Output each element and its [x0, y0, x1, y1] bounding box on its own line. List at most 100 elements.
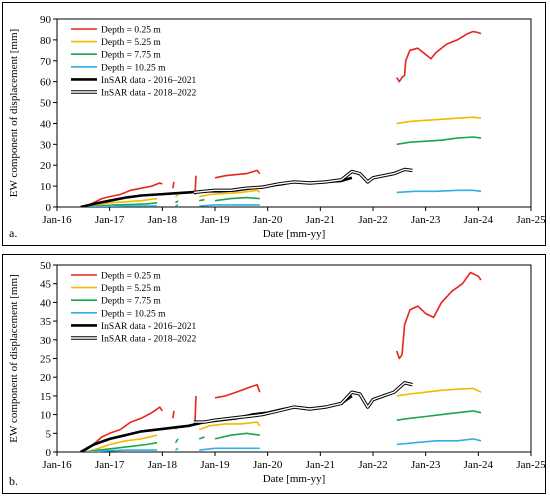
y-tick-label: 15 — [40, 391, 52, 403]
series-group — [80, 30, 482, 207]
x-tick-label: Jan-18 — [148, 214, 178, 226]
y-tick-label: 0 — [46, 447, 52, 459]
series-line-depth-0 — [396, 30, 482, 83]
series-line-depth-2 — [214, 432, 260, 440]
series-line-insar-2018-2022 — [193, 167, 413, 195]
x-tick-label: Jan-16 — [42, 214, 72, 226]
series-line-depth-2 — [198, 436, 205, 440]
series-line-depth-2 — [174, 438, 179, 444]
series-line-depth-1 — [396, 116, 482, 125]
x-axis-title: Date [mm-yy] — [263, 473, 326, 485]
y-tick-label: 35 — [40, 316, 52, 328]
legend-label: Depth = 7.75 m — [101, 297, 161, 307]
x-tick-label: Jan-22 — [358, 214, 387, 226]
chart-panel-b: 0 5 10 15 20 25 30 35 40 45 50 Jan-16 Jan-17 Jan-18 Ja… — [2, 254, 546, 494]
x-tick-label: Jan-24 — [464, 214, 494, 226]
y-axis-title: EW component of displacement [mm] — [8, 29, 20, 197]
x-tick-label: Jan-16 — [42, 459, 72, 471]
series-line-depth-3 — [396, 189, 482, 194]
series-line-depth-0 — [214, 169, 261, 179]
x-tick-label: Jan-17 — [95, 214, 125, 226]
series-line-depth-3 — [396, 438, 482, 446]
series-line-depth-3 — [85, 205, 158, 207]
legend-label: InSAR data - 2018–2022 — [101, 335, 197, 345]
y-tick-label: 5 — [46, 428, 52, 440]
series-line-insar-2018-2022-inner — [193, 382, 413, 423]
series-line-depth-3 — [199, 447, 260, 451]
series-line-depth-1 — [85, 197, 158, 207]
series-line-depth-0 — [172, 410, 175, 419]
y-tick-label: 30 — [40, 139, 52, 151]
x-tick-label: Jan-21 — [306, 214, 335, 226]
x-tick-label: Jan-18 — [148, 459, 178, 471]
x-tick-label: Jan-23 — [411, 459, 441, 471]
series-line-depth-3 — [85, 449, 158, 452]
x-tick-label: Jan-23 — [411, 214, 441, 226]
series-line-depth-3 — [175, 447, 179, 451]
legend-label: Depth = 5.25 m — [101, 284, 161, 294]
series-line-depth-2 — [85, 441, 158, 452]
x-tick-label: Jan-22 — [358, 459, 387, 471]
x-axis-title: Date [mm-yy] — [263, 228, 326, 240]
x-tick-label: Jan-25 — [516, 214, 546, 226]
x-tick-label: Jan-21 — [306, 459, 335, 471]
y-tick-label: 20 — [40, 160, 52, 172]
y-tick-label: 45 — [40, 279, 52, 291]
legend-label: InSAR data - 2016–2021 — [101, 322, 197, 332]
y-tick-label: 70 — [40, 56, 52, 68]
legend-label: Depth = 10.25 m — [101, 309, 166, 319]
series-line-insar-2018-2022-inner — [193, 168, 413, 194]
panel-letter: a. — [9, 226, 17, 240]
legend-label: Depth = 5.25 m — [101, 38, 161, 48]
series-line-insar-2016-2021 — [80, 394, 353, 452]
y-tick-label: 50 — [40, 98, 52, 110]
series-line-depth-0 — [194, 395, 197, 423]
series-line-depth-2 — [214, 196, 260, 202]
series-line-depth-1 — [85, 434, 158, 452]
series-line-depth-0 — [82, 406, 163, 452]
plot-frame — [56, 18, 532, 208]
y-tick-label: 40 — [40, 118, 52, 130]
chart-a-svg: 0 10 20 30 40 50 60 70 80 90 Jan-16 Jan-17 Jan-18 Jan… — [8, 14, 546, 240]
series-line-depth-0 — [395, 271, 482, 360]
y-tick-label: 60 — [40, 77, 52, 89]
y-tick-label: 0 — [46, 202, 52, 214]
x-tick-label: Jan-20 — [253, 214, 283, 226]
y-tick-label: 50 — [40, 260, 52, 272]
y-tick-label: 30 — [40, 335, 52, 347]
x-tick-label: Jan-19 — [200, 214, 230, 226]
y-tick-label: 80 — [40, 35, 52, 47]
series-line-depth-1 — [174, 193, 179, 198]
x-tick-label: Jan-17 — [95, 459, 125, 471]
x-tick-label: Jan-19 — [200, 459, 230, 471]
series-line-depth-0 — [214, 383, 261, 399]
series-line-depth-3 — [199, 204, 260, 207]
series-line-depth-1 — [396, 387, 482, 397]
chart-b-svg: 0 5 10 15 20 25 30 35 40 45 50 Jan-16 Jan-17 Jan-18 Ja… — [8, 260, 546, 488]
series-line-depth-2 — [174, 200, 179, 204]
legend-label: Depth = 7.75 m — [101, 51, 161, 61]
y-tick-label: 25 — [40, 354, 52, 366]
series-line-depth-2 — [199, 198, 205, 202]
x-tick-label: Jan-24 — [464, 459, 494, 471]
series-group — [80, 271, 482, 452]
series-line-insar-2018-2022 — [193, 381, 413, 424]
y-tick-label: 10 — [40, 181, 52, 193]
legend-label: Depth = 0.25 m — [101, 26, 161, 36]
series-line-depth-2 — [396, 136, 482, 146]
legend-label: InSAR data - 2016–2021 — [101, 76, 197, 86]
panel-letter: b. — [9, 474, 18, 488]
legend-label: Depth = 0.25 m — [101, 272, 161, 282]
series-line-depth-0 — [83, 182, 163, 207]
series-line-depth-2 — [396, 410, 482, 421]
legend-label: Depth = 10.25 m — [101, 63, 166, 73]
y-axis-title: EW component of displacement [mm] — [8, 274, 20, 442]
series-line-depth-3 — [175, 204, 179, 207]
y-tick-label: 90 — [40, 14, 52, 26]
legend-label: InSAR data - 2018–2022 — [101, 89, 197, 99]
chart-panel-a: 0 10 20 30 40 50 60 70 80 90 Jan-16 Jan-17 Jan-18 Jan… — [2, 2, 546, 246]
x-tick-label: Jan-25 — [516, 459, 546, 471]
y-tick-label: 40 — [40, 297, 52, 309]
y-tick-label: 20 — [40, 372, 52, 384]
y-tick-label: 10 — [40, 410, 52, 422]
